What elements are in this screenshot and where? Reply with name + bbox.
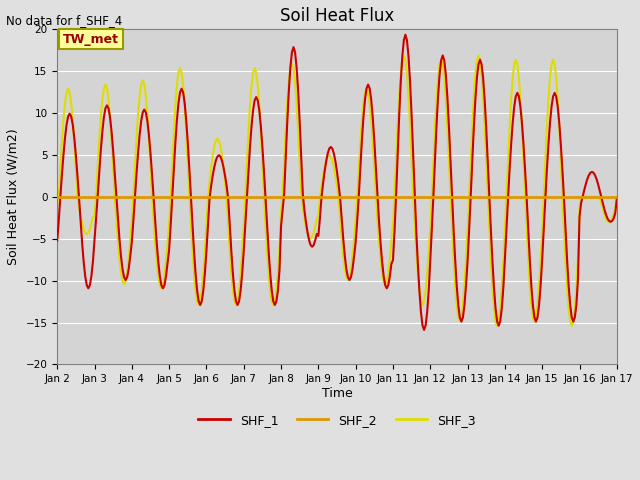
Y-axis label: Soil Heat Flux (W/m2): Soil Heat Flux (W/m2) xyxy=(7,129,20,265)
Text: TW_met: TW_met xyxy=(63,33,119,46)
Legend: SHF_1, SHF_2, SHF_3: SHF_1, SHF_2, SHF_3 xyxy=(193,409,481,432)
Title: Soil Heat Flux: Soil Heat Flux xyxy=(280,7,394,25)
X-axis label: Time: Time xyxy=(322,387,353,400)
Text: No data for f_SHF_4: No data for f_SHF_4 xyxy=(6,14,123,27)
